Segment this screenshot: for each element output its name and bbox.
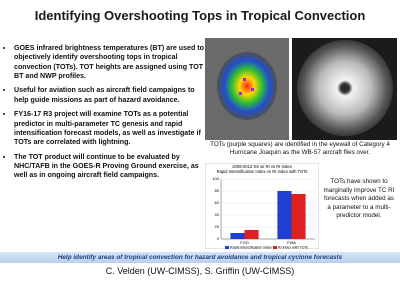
bar (230, 233, 245, 239)
y-tick-label: 40 (215, 212, 220, 217)
legend-label: Rapid intensification index (230, 246, 272, 249)
bullet-list: GOES infrared brightness temperatures (B… (4, 44, 210, 186)
bullet: FY16-17 R3 project will examine TOTs as … (14, 110, 210, 147)
title: Identifying Overshooting Tops in Tropica… (34, 8, 366, 23)
x-tick-label: FWA (287, 240, 296, 245)
y-tick-label: 100 (212, 176, 219, 181)
legend-swatch (225, 246, 229, 249)
tot-marker (251, 88, 254, 91)
bullet: Useful for aviation such as aircraft fie… (14, 86, 210, 105)
banner: Help identify areas of tropical convecti… (0, 252, 400, 263)
y-tick-label: 0 (217, 236, 220, 241)
tot-marker (239, 92, 242, 95)
bar (291, 194, 306, 239)
tot-marker (243, 78, 246, 81)
bullet: GOES infrared brightness temperatures (B… (14, 44, 210, 81)
chart-subtitle: Rapid Intensification Index vs RI Index … (217, 169, 308, 174)
storm-visible (297, 40, 393, 136)
side-note: TOTs have shown to marginally improve TC… (323, 178, 395, 219)
legend-swatch (273, 246, 277, 249)
bullet: The TOT product will continue to be eval… (14, 153, 210, 181)
chart-title: 2008-2013 SS w/ RI vs RI Index (232, 164, 292, 169)
bar (244, 230, 259, 239)
satellite-images (205, 38, 397, 140)
x-tick-label: FGD (240, 240, 249, 245)
authors: C. Velden (UW-CIMSS), S. Griffin (UW-CIM… (105, 266, 295, 276)
y-tick-label: 80 (215, 188, 220, 193)
figure-caption: TOTs (purple squares) are identified in … (210, 141, 390, 157)
y-tick-label: 60 (215, 200, 220, 205)
storm-ir (217, 52, 277, 120)
legend-label: RI index with TOTs (278, 246, 308, 249)
bar (277, 191, 292, 239)
y-tick-label: 20 (215, 224, 220, 229)
